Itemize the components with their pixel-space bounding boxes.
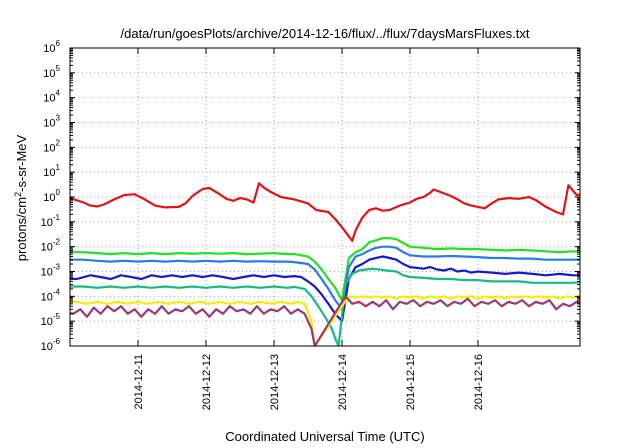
series-group	[70, 182, 580, 346]
y-tick-label: 101	[43, 163, 60, 179]
y-tick-label: 105	[43, 64, 60, 80]
series-line-1	[70, 182, 580, 242]
x-axis: 2014-12-11 2014-12-12 2014-12-13 2014-12-14…	[133, 48, 485, 410]
x-axis-title: Coordinated Universal Time (UTC)	[225, 429, 424, 444]
y-tick-label: 10-2	[41, 238, 61, 254]
y-tick-label: 10-4	[41, 287, 61, 303]
series-line-2	[70, 237, 580, 302]
x-tick-label: 2014-12-13	[269, 354, 281, 410]
x-tick-label: 2014-12-14	[337, 354, 349, 410]
y-tick-label: 10-5	[41, 312, 61, 328]
series-line-3	[70, 245, 580, 311]
y-tick-label: 102	[43, 138, 60, 154]
x-tick-label: 2014-12-16	[473, 354, 485, 410]
series-line-7	[70, 295, 580, 346]
series-line-6	[70, 295, 580, 346]
y-tick-label: 106	[43, 39, 60, 55]
y-tick-label: 104	[43, 89, 60, 105]
y-axis-title: protons/cm2-s-sr-MeV	[13, 134, 29, 261]
grid	[70, 48, 580, 346]
y-tick-label: 10-6	[41, 337, 61, 353]
x-tick-label: 2014-12-15	[405, 354, 417, 410]
x-tick-label: 2014-12-11	[133, 354, 145, 409]
series-line-5	[70, 267, 580, 346]
y-tick-label: 10-3	[41, 263, 61, 279]
y-tick-label: 103	[43, 114, 60, 130]
x-tick-label: 2014-12-12	[201, 354, 213, 410]
chart-title: /data/run/goesPlots/archive/2014-12-16/f…	[121, 26, 530, 41]
y-tick-label: 10-1	[41, 213, 61, 229]
y-tick-label: 100	[43, 188, 60, 204]
y-axis: 10-6 10-5 10-4 10-3 10-2 10-1 100 101 102 103 104 1…	[41, 39, 580, 353]
